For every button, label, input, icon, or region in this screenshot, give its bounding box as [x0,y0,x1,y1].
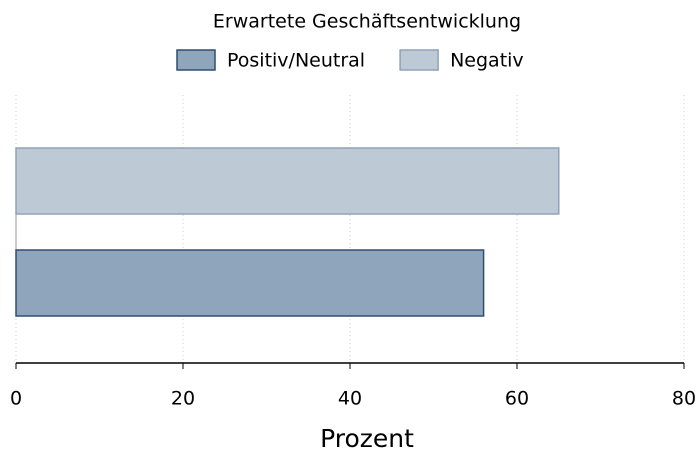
legend-label: Negativ [450,50,524,72]
legend-title: Erwartete Geschäftsentwicklung [213,11,521,33]
x-tick-label: 0 [10,388,22,410]
x-tick-label: 40 [338,388,362,410]
legend-swatch [399,49,439,71]
x-tick-label: 80 [672,388,696,410]
x-tick-label: 60 [505,388,529,410]
legend-swatch [176,49,216,71]
legend-label: Positiv/Neutral [227,50,365,72]
bar [15,249,485,317]
x-axis-label: Prozent [320,424,414,451]
bar [15,147,560,215]
x-tick-label: 20 [171,388,195,410]
